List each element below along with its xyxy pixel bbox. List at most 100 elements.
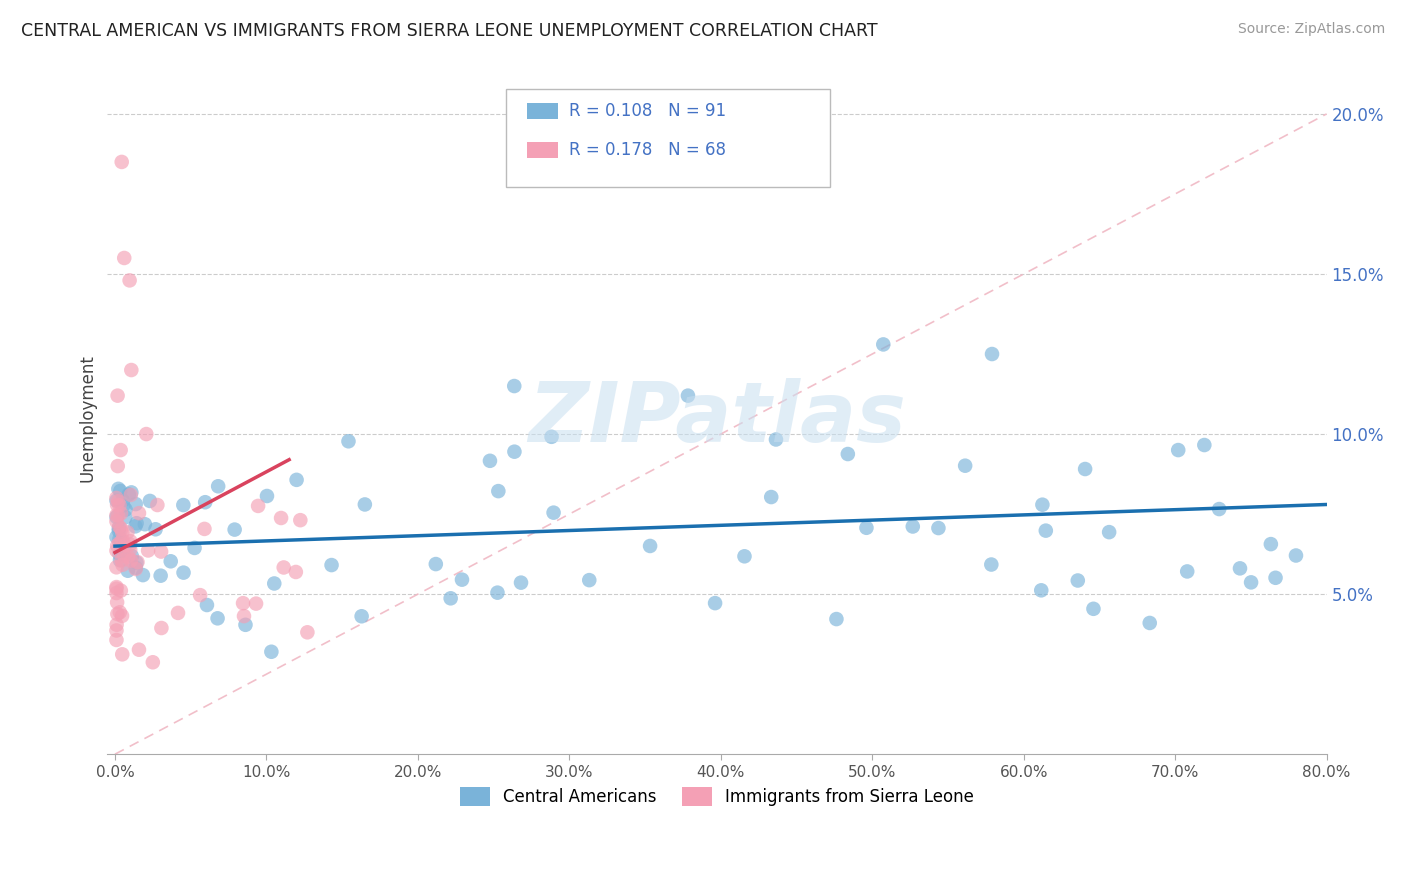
Text: CENTRAL AMERICAN VS IMMIGRANTS FROM SIERRA LEONE UNEMPLOYMENT CORRELATION CHART: CENTRAL AMERICAN VS IMMIGRANTS FROM SIER…	[21, 22, 877, 40]
Point	[1260, 537, 1282, 551]
Point	[1035, 524, 1057, 538]
Point	[107, 494, 129, 508]
Point	[105, 586, 128, 600]
Point	[111, 558, 134, 572]
Point	[193, 522, 215, 536]
Text: ZIPatlas: ZIPatlas	[529, 377, 905, 458]
Point	[1031, 498, 1053, 512]
Point	[110, 583, 132, 598]
Point	[953, 458, 976, 473]
Point	[139, 494, 162, 508]
Point	[105, 580, 128, 594]
Point	[478, 454, 501, 468]
Point	[111, 608, 134, 623]
Point	[149, 568, 172, 582]
Point	[114, 502, 136, 516]
Point	[117, 525, 139, 540]
Point	[353, 498, 375, 512]
Point	[128, 642, 150, 657]
Point	[110, 483, 132, 498]
Point	[108, 536, 131, 550]
Point	[108, 519, 131, 533]
Point	[107, 482, 129, 496]
Point	[111, 533, 134, 548]
Point	[207, 611, 229, 625]
Point	[111, 553, 134, 567]
Point	[1208, 502, 1230, 516]
Point	[245, 597, 267, 611]
Point	[284, 565, 307, 579]
Point	[1098, 525, 1121, 540]
Point	[503, 379, 526, 393]
Point	[1175, 565, 1198, 579]
Point	[107, 521, 129, 535]
Point	[486, 585, 509, 599]
Point	[855, 521, 877, 535]
Point	[118, 273, 141, 287]
Point	[543, 506, 565, 520]
Point	[105, 560, 128, 574]
Point	[285, 473, 308, 487]
Point	[125, 562, 148, 576]
Point	[114, 538, 136, 552]
Point	[503, 444, 526, 458]
Point	[540, 430, 562, 444]
Point	[150, 621, 173, 635]
Point	[510, 575, 533, 590]
Point	[232, 596, 254, 610]
Point	[761, 490, 783, 504]
Point	[105, 595, 128, 609]
Point	[297, 625, 319, 640]
Point	[108, 524, 131, 538]
Point	[195, 598, 218, 612]
Point	[105, 632, 128, 647]
Point	[440, 591, 463, 606]
Point	[872, 337, 894, 351]
Point	[425, 557, 447, 571]
Point	[120, 485, 142, 500]
Point	[321, 558, 343, 572]
Point	[825, 612, 848, 626]
Point	[134, 517, 156, 532]
Point	[1285, 549, 1308, 563]
Point	[135, 427, 157, 442]
Point	[704, 596, 727, 610]
Point	[350, 609, 373, 624]
Point	[901, 519, 924, 533]
Point	[118, 537, 141, 551]
Point	[337, 434, 360, 449]
Point	[111, 493, 134, 508]
Point	[111, 525, 134, 540]
Point	[1067, 574, 1090, 588]
Point	[132, 568, 155, 582]
Point	[1229, 561, 1251, 575]
Point	[188, 588, 211, 602]
Point	[270, 511, 292, 525]
Point	[146, 498, 169, 512]
Point	[110, 506, 132, 520]
Point	[105, 508, 128, 523]
Point	[108, 553, 131, 567]
Point	[112, 251, 135, 265]
Point	[1194, 438, 1216, 452]
Point	[290, 513, 312, 527]
Point	[260, 645, 283, 659]
Point	[108, 499, 131, 513]
Point	[145, 522, 167, 536]
Point	[108, 605, 131, 619]
Y-axis label: Unemployment: Unemployment	[79, 354, 96, 482]
Point	[125, 556, 148, 570]
Point	[486, 484, 509, 499]
Point	[120, 542, 142, 557]
Point	[105, 514, 128, 528]
Point	[150, 544, 173, 558]
Text: Source: ZipAtlas.com: Source: ZipAtlas.com	[1237, 22, 1385, 37]
Point	[110, 443, 132, 458]
Point	[117, 564, 139, 578]
Point	[105, 510, 128, 524]
Point	[1167, 443, 1189, 458]
Point	[247, 499, 270, 513]
Point	[107, 508, 129, 523]
Point	[117, 549, 139, 564]
Point	[194, 495, 217, 509]
